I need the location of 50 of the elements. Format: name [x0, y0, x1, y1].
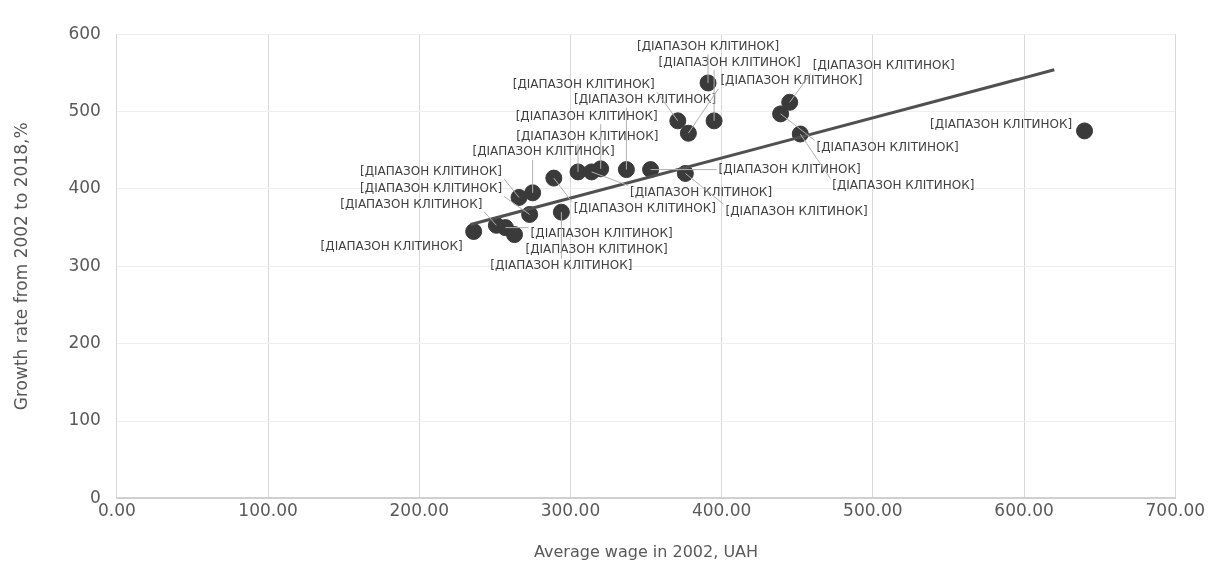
data-label: [ДІАПАЗОН КЛІТИНОК]: [320, 239, 463, 254]
point: [705, 112, 723, 130]
data-label: [ДІАПАЗОН КЛІТИНОК]: [930, 117, 1073, 132]
data-label: [ДІАПАЗОН КЛІТИНОК]: [515, 108, 658, 123]
data-label: [ДІАПАЗОН КЛІТИНОК]: [516, 129, 659, 144]
x-axis-title: Average wage in 2002, UAH: [534, 541, 759, 561]
data-label: [ДІАПАЗОН КЛІТИНОК]: [574, 92, 717, 107]
point: [545, 169, 563, 187]
point: [524, 184, 542, 202]
data-label: [ДІАПАЗОН КЛІТИНОК]: [720, 73, 863, 88]
x-tick-label: 200.00: [389, 500, 449, 521]
point: [679, 124, 697, 142]
y-tick-label: 100: [68, 409, 101, 430]
y-tick-label: 600: [68, 22, 101, 43]
data-label: [ДІАПАЗОН КЛІТИНОК]: [832, 178, 975, 193]
data-label: [ДІАПАЗОН КЛІТИНОК]: [812, 58, 955, 73]
data-label: [ДІАПАЗОН КЛІТИНОК]: [512, 76, 655, 91]
x-tick-label: 500.00: [843, 500, 903, 521]
data-label: [ДІАПАЗОН КЛІТИНОК]: [490, 258, 633, 273]
data-label: [ДІАПАЗОН КЛІТИНОК]: [525, 242, 668, 257]
point: [669, 112, 687, 130]
data-label: [ДІАПАЗОН КЛІТИНОК]: [360, 181, 503, 196]
data-label: [ДІАПАЗОН КЛІТИНОК]: [718, 161, 861, 176]
data-label: [ДІАПАЗОН КЛІТИНОК]: [629, 185, 773, 200]
data-label: [ДІАПАЗОН КЛІТИНОК]: [530, 225, 673, 240]
point: [506, 226, 524, 244]
data-label: [ДІАПАЗОН КЛІТИНОК]: [340, 196, 483, 211]
point: [781, 93, 799, 111]
y-tick-label: 300: [68, 254, 101, 275]
data-label: [ДІАПАЗОН КЛІТИНОК]: [816, 139, 959, 154]
data-label: [ДІАПАЗОН КЛІТИНОК]: [472, 144, 615, 159]
y-tick-label: 200: [68, 332, 101, 353]
y-tick-label: 400: [68, 177, 101, 198]
y-tick-label: 500: [68, 99, 101, 120]
x-tick-label: 300.00: [540, 500, 601, 521]
y-axis-title: Growth rate from 2002 to 2018,%: [10, 122, 31, 411]
data-label: [ДІАПАЗОН КЛІТИНОК]: [725, 203, 868, 218]
point: [617, 161, 635, 179]
x-tick-label: 600.00: [994, 500, 1054, 521]
x-tick-label: 100.00: [238, 500, 298, 521]
data-label: [ДІАПАЗОН КЛІТИНОК]: [359, 163, 503, 178]
data-label: [ДІАПАЗОН КЛІТИНОК]: [637, 39, 780, 54]
point: [772, 105, 790, 123]
point: [552, 203, 570, 221]
data-label: [ДІАПАЗОН КЛІТИНОК]: [658, 55, 801, 70]
data-label: [ДІАПАЗОН КЛІТИНОК]: [573, 201, 716, 216]
point: [465, 222, 483, 240]
x-tick-label: 700.00: [1145, 500, 1205, 521]
x-tick-label: 400.00: [691, 500, 752, 521]
point: [1076, 122, 1094, 140]
